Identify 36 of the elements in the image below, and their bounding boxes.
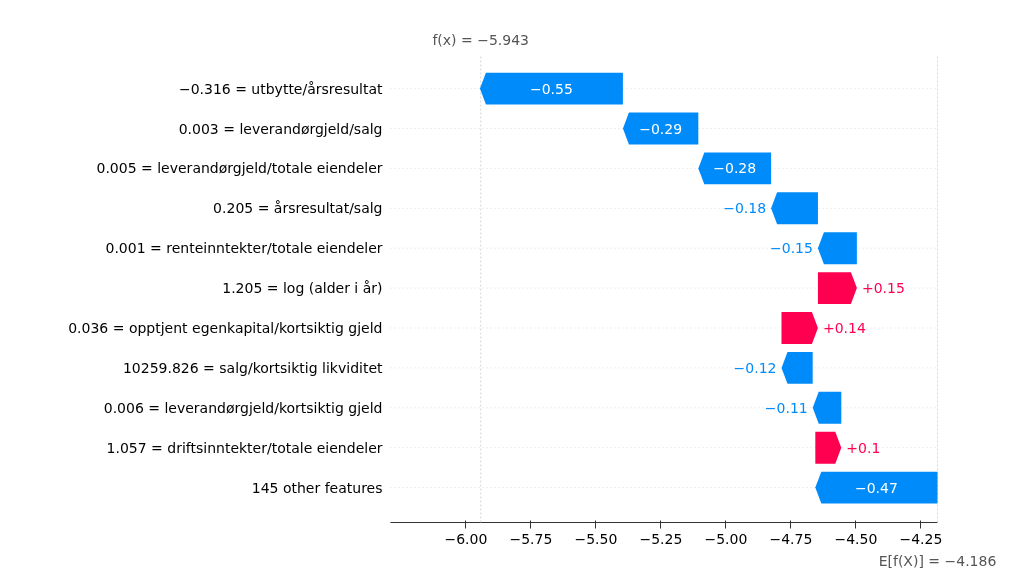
x-tick-label: −5.00 [704,530,748,547]
y-tick-label: 145 other features [251,479,383,496]
data-label: −0.11 [764,399,808,416]
y-tick-label: 1.205 = log (alder i år) [222,280,383,297]
data-label: −0.15 [770,240,813,257]
y-tick-label: −0.316 = utbytte/årsresultat [178,80,384,97]
bar [479,72,623,105]
data-label: +0.1 [846,439,881,456]
x-tick-label: −4.75 [769,530,813,547]
x-tick-label: −4.25 [899,530,943,547]
bar [815,471,938,504]
y-tick-label: 0.005 = leverandørgjeld/totale eiendeler [96,160,383,177]
bar [771,192,818,225]
data-label: −0.55 [529,80,573,97]
y-tick-label: 0.205 = årsresultat/salg [213,200,383,217]
x-tick-label: −5.75 [509,530,553,547]
data-label: −0.18 [723,200,767,217]
bar [698,152,772,185]
y-tick-label: 0.036 = opptjent egenkapital/kortsiktig gjeld [68,320,383,336]
data-label: −0.28 [713,160,757,177]
x-tick-label: −5.50 [574,530,618,547]
data-label: −0.12 [733,359,777,376]
y-tick-label: 0.003 = leverandørgjeld/salg [178,120,383,137]
y-tick-label: 1.057 = driftsinntekter/totale eiendeler [106,439,383,456]
x-tick-label: −4.50 [834,530,878,547]
y-tick-label: 10259.826 = salg/kortsiktig likviditet [122,359,384,376]
data-label: +0.14 [822,320,866,336]
ref-line-label: E[f(X)] = −4.186 [878,552,997,569]
x-tick-label: −6.00 [444,530,488,547]
ref-line-label: f(x) = −5.943 [432,31,529,48]
data-label: +0.15 [861,280,905,297]
data-label: −0.47 [854,479,898,496]
y-tick-label: 0.001 = renteinntekter/totale eiendeler [105,240,383,257]
data-label: −0.29 [639,120,683,137]
y-tick-label: 0.006 = leverandørgjeld/kortsiktig gjeld [103,399,383,416]
x-tick-label: −5.25 [639,530,683,547]
